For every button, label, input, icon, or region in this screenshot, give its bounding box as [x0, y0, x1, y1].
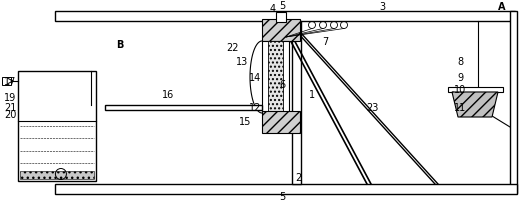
Text: 4: 4 — [270, 4, 276, 14]
Text: 19: 19 — [4, 92, 16, 103]
Bar — [262, 111, 300, 133]
Text: 14: 14 — [249, 73, 261, 83]
Text: 9: 9 — [457, 73, 463, 83]
Bar — [2, 78, 11, 85]
Text: 8: 8 — [457, 57, 463, 67]
Bar — [262, 42, 289, 114]
Text: 2: 2 — [295, 172, 301, 182]
Bar — [20, 171, 94, 179]
Text: 11: 11 — [454, 103, 466, 112]
Text: B: B — [116, 40, 123, 50]
Text: 6: 6 — [279, 80, 285, 90]
Text: 12: 12 — [249, 103, 261, 112]
Text: 17: 17 — [4, 77, 16, 87]
Bar — [268, 42, 283, 114]
Text: 16: 16 — [162, 90, 174, 99]
Bar — [18, 72, 96, 181]
Text: 15: 15 — [239, 116, 251, 126]
Polygon shape — [452, 92, 498, 117]
Text: 3: 3 — [379, 2, 385, 12]
Bar — [55, 12, 515, 22]
Text: 5: 5 — [279, 1, 285, 11]
Text: 23: 23 — [366, 103, 378, 112]
Bar — [448, 88, 503, 92]
Bar — [510, 12, 517, 193]
Text: 10: 10 — [454, 85, 466, 95]
Bar — [55, 184, 517, 194]
Text: 20: 20 — [4, 109, 16, 119]
Text: 21: 21 — [4, 103, 16, 112]
Text: A: A — [498, 2, 506, 12]
Bar — [276, 13, 286, 23]
Bar — [262, 20, 300, 42]
Text: 13: 13 — [236, 57, 248, 67]
Bar — [105, 105, 262, 110]
Text: 1: 1 — [309, 90, 315, 99]
Text: 7: 7 — [322, 37, 328, 47]
Text: 22: 22 — [226, 43, 238, 53]
Text: 5: 5 — [279, 191, 285, 201]
Bar — [292, 22, 301, 184]
